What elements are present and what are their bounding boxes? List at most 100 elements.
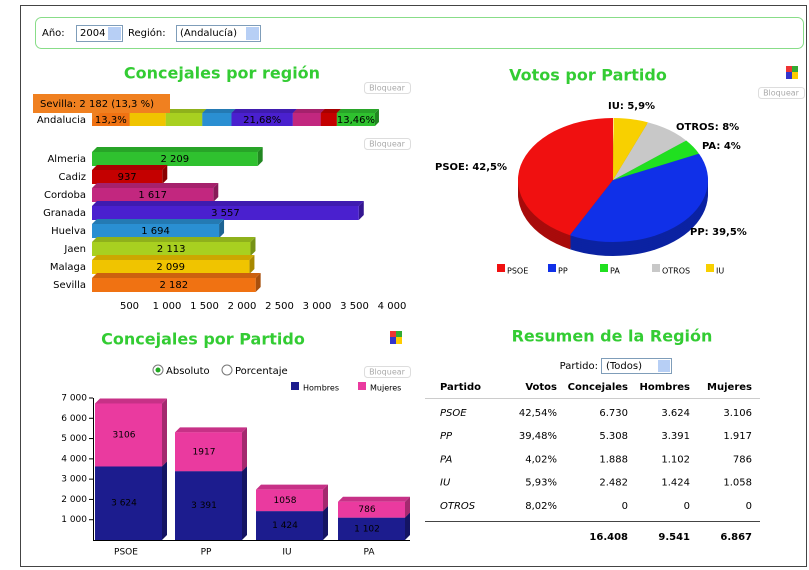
segment-label: 1917 [193,447,216,457]
x-tick-label: 1 000 [153,301,182,312]
share-segment [292,113,321,126]
select-arrow [658,360,670,372]
radio-label: Porcentaje [235,366,288,377]
share-segment [92,113,130,126]
slice [613,118,648,180]
cell: 0 [622,501,628,512]
chart-icon[interactable] [396,331,402,338]
bar-segment-top [338,496,410,502]
year-value: 2004 [80,28,105,39]
lock-button-label: Bloquear [369,84,406,93]
y-tick-label: 6 000 [61,414,87,424]
total: 16.408 [589,532,628,543]
bar-segment-side [405,512,410,540]
lock-button[interactable] [364,82,411,94]
cell: 3.391 [661,431,690,442]
cell: 5,93% [525,478,557,489]
bar-segment-side [323,484,328,512]
y-tick-label: 7 000 [61,394,87,404]
chart-icon[interactable] [792,72,798,79]
y-tick-label: 5 000 [61,434,87,444]
cell: 1.102 [661,454,690,465]
share-label: 13,3% [95,115,127,126]
chart-icon[interactable] [792,66,798,73]
bar [92,260,250,274]
legend-swatch [358,382,366,390]
x-tick-label: 4 000 [378,301,407,312]
chart-icon[interactable] [786,66,792,73]
legend-swatch [600,264,608,272]
cell: PA [440,454,453,465]
select-arrow [108,27,121,40]
slice-label: IU: 5,9% [608,101,655,112]
share-label: 13,46% [337,115,375,126]
tooltip-pointer [92,113,100,120]
chart-icon[interactable] [396,337,402,344]
bar-segment-side [323,506,328,540]
tooltip-text: Sevilla: 2 182 (13,3 %) [40,99,154,110]
cell: 786 [733,454,752,465]
bar-top [92,147,263,152]
lock-button[interactable] [758,87,805,99]
radio[interactable] [221,364,233,376]
lock-button[interactable] [364,366,411,378]
slice-label: PSOE: 42,5% [435,162,507,173]
share-segment-top [320,109,341,113]
select-arrow [246,27,259,40]
bar-side [162,165,168,184]
tooltip [33,94,170,113]
legend-label: Mujeres [370,384,401,393]
bar-side [249,255,255,274]
legend-swatch [291,382,299,390]
share-label: 21,68% [243,115,281,126]
legend-label: PSOE [507,267,528,276]
bar-segment-side [242,466,247,540]
segment-label: 1058 [274,496,297,506]
chart-icon[interactable] [390,331,396,338]
bar-side [213,183,219,202]
party-value: (Todos) [606,361,642,372]
filter-label: Partido: [560,361,598,372]
lock-button[interactable] [364,138,411,150]
legend-label: IU [716,267,724,276]
share-segment [129,113,166,126]
bar-segment [256,489,323,512]
bar-label: 2 113 [157,244,186,255]
year-label: Año: [42,28,65,39]
cell: 0 [746,501,752,512]
bar-segment-side [405,496,410,518]
cell: PP [440,431,453,442]
bar-top [92,273,261,278]
x-tick-label: PSOE [114,548,138,558]
cell: 5.308 [599,431,628,442]
party-select[interactable] [601,358,672,374]
bar-top [92,237,256,242]
region-select[interactable] [176,25,261,42]
category-label: Granada [43,208,86,219]
legend-swatch [652,264,660,272]
radio-dot [155,367,161,373]
cell: OTROS [440,501,476,512]
x-tick-label: PP [201,548,212,558]
segment-label: 1 424 [272,521,298,531]
bar [92,206,359,220]
bar-label: 2 209 [161,154,190,165]
cell: 6.730 [599,408,628,419]
legend-swatch [548,264,556,272]
bar-side [250,237,256,256]
bar-label: 937 [118,172,137,183]
bar [92,170,163,184]
total: 9.541 [658,532,690,543]
bar-segment [256,511,323,540]
y-tick-label: 3 000 [61,475,87,485]
cell: 39,48% [519,431,557,442]
bar-segment [175,432,242,472]
segment-label: 3106 [113,430,136,440]
y-tick-label: 4 000 [61,454,87,464]
chart-icon[interactable] [786,72,792,79]
share-segment [336,113,375,126]
chart-icon[interactable] [390,337,396,344]
cell: 3.624 [661,408,690,419]
chart-title: Votos por Partido [509,66,667,85]
